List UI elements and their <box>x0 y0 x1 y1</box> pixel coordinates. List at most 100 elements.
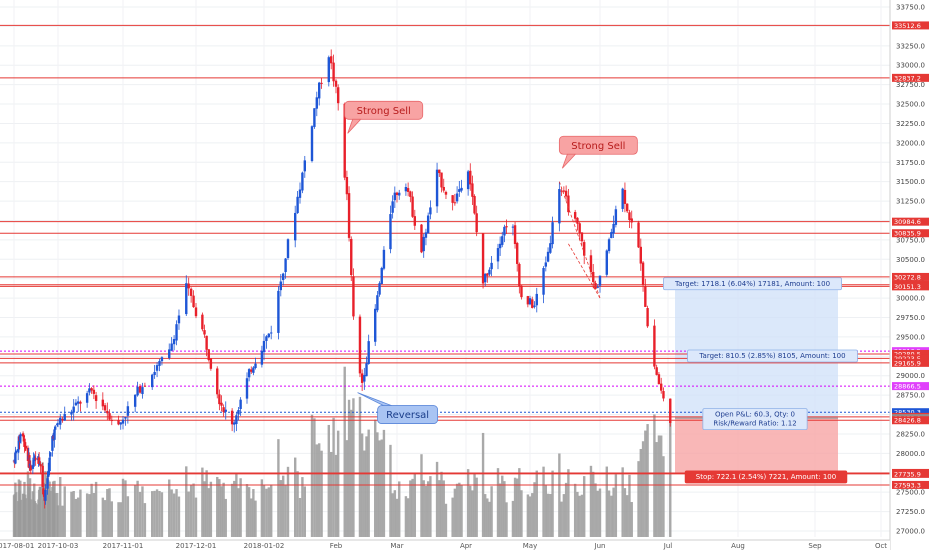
candle-body <box>286 239 290 259</box>
candle-body <box>533 305 536 307</box>
candle-body <box>653 325 656 367</box>
candle-body <box>310 126 314 162</box>
volume-bar <box>393 490 397 537</box>
x-tick-label: 2017-11-01 <box>103 542 144 550</box>
candle-body <box>79 401 82 404</box>
volume-bar <box>158 490 161 537</box>
price-tag-label: 30984.6 <box>894 218 921 226</box>
candle-body <box>598 275 602 286</box>
candle-body <box>265 336 268 341</box>
candle-body <box>352 276 355 317</box>
volume-bar <box>562 494 566 537</box>
volume-bar <box>233 480 236 537</box>
callout-box <box>377 405 439 424</box>
entry-label-box <box>702 408 808 431</box>
candle-body <box>669 398 672 423</box>
price-tag <box>892 282 929 291</box>
x-tick-label: May <box>523 542 537 550</box>
candle-body <box>466 171 470 190</box>
volume-bar <box>576 491 579 537</box>
volume-bar <box>607 490 611 537</box>
volume-bar <box>279 480 282 537</box>
volume-bar <box>639 448 642 537</box>
volume-bar <box>488 501 491 537</box>
candle-body <box>187 283 190 289</box>
candlesticks <box>12 49 672 509</box>
volume-bar <box>440 471 443 537</box>
trend-line <box>568 243 601 299</box>
volume-bar <box>41 462 44 537</box>
x-tick-label: Apr <box>460 542 472 550</box>
volume-bar <box>298 497 302 537</box>
candle-body <box>239 399 242 409</box>
volume-bar <box>466 469 470 537</box>
volume-bar <box>596 490 599 537</box>
candle-body <box>628 212 631 220</box>
volume-bar <box>458 482 461 537</box>
volume-bar <box>19 499 23 537</box>
candle-body <box>607 239 611 252</box>
volume-bar <box>267 487 270 537</box>
candle-body <box>151 374 154 388</box>
volume-bar <box>185 466 188 537</box>
candle-body <box>503 226 506 236</box>
volume-bar <box>424 485 428 537</box>
price-tag-label: 29165.9 <box>894 359 921 367</box>
volume-bar <box>573 483 577 537</box>
volume-bar <box>124 480 127 537</box>
x-tick-label: Jun <box>594 542 606 550</box>
volume-bar <box>358 396 362 537</box>
volume-bar <box>203 481 206 537</box>
position-zones <box>675 284 838 473</box>
candle-body <box>374 308 377 342</box>
volume-bar <box>429 476 432 537</box>
volume-bar <box>24 498 28 537</box>
volume-bar <box>352 398 355 537</box>
candle-body <box>546 251 550 262</box>
price-tag-label: 28866.5 <box>894 383 921 391</box>
volume-bar <box>422 480 425 537</box>
candle-body <box>438 169 441 174</box>
price-tag <box>892 217 929 226</box>
candle-body <box>435 169 439 207</box>
volume-bar <box>614 474 618 537</box>
candle-body <box>76 401 80 404</box>
candle-body <box>469 170 472 185</box>
y-tick-label: 32750.0 <box>896 81 925 89</box>
candle-body <box>655 367 658 375</box>
candle-body <box>160 357 164 362</box>
signal-callouts: Strong Sell Strong Sell Reversal <box>344 100 638 424</box>
candle-body <box>473 196 476 214</box>
volume-bar <box>486 498 489 537</box>
candle-body <box>327 57 330 83</box>
volume-bar <box>170 489 173 537</box>
candle-body <box>37 457 41 464</box>
callout-pointer <box>561 153 577 169</box>
candle-body <box>460 187 463 191</box>
volume-bar <box>610 495 613 537</box>
candle-body <box>646 308 649 327</box>
volume-bar <box>501 475 504 537</box>
volume-bar <box>420 454 423 537</box>
candle-body <box>168 349 171 359</box>
candle-body <box>121 419 125 424</box>
stop-label-box <box>684 470 848 484</box>
candle-body <box>61 418 64 420</box>
volume-bar <box>644 430 647 537</box>
candle-body <box>260 350 264 365</box>
candle-body <box>153 371 156 375</box>
volume-bar <box>108 488 111 537</box>
y-tick-label: 28000.0 <box>896 450 925 458</box>
volume-bar <box>592 471 595 537</box>
x-tick-label: Sep <box>808 542 822 550</box>
candle-body <box>19 434 23 436</box>
price-tag <box>892 480 929 489</box>
volume-bar <box>72 490 75 537</box>
volume-bar <box>160 492 164 537</box>
volume-bar <box>61 505 64 537</box>
volume-bar <box>286 466 290 537</box>
volume-bar <box>505 502 508 537</box>
volume-bar <box>438 480 441 537</box>
x-tick-label: Oct <box>875 542 887 550</box>
